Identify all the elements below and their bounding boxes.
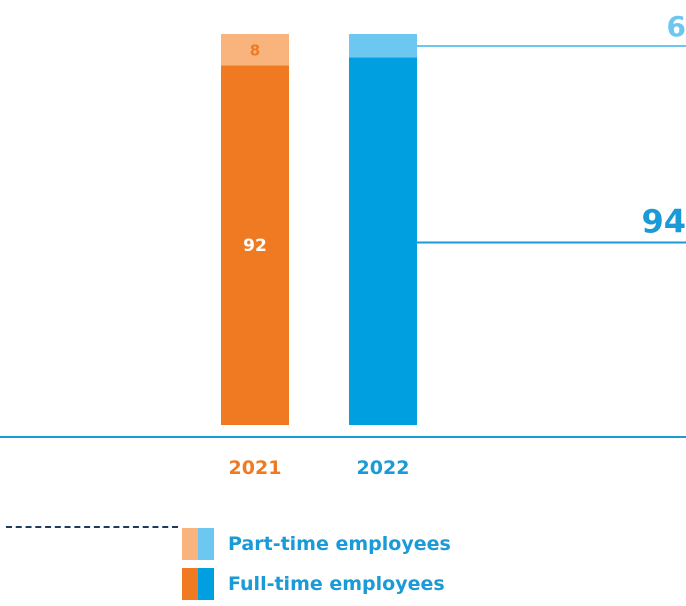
data-label-2021-full-time: 92 xyxy=(243,236,267,256)
data-label-2021-part-time: 8 xyxy=(250,42,260,60)
x-tick-label-2021: 2021 xyxy=(229,457,282,479)
data-label-2022-part-time: 6 xyxy=(667,10,686,43)
legend-swatch-full-time xyxy=(182,568,214,600)
legend-label-full-time: Full-time employees xyxy=(228,573,445,595)
legend-label-part-time: Part-time employees xyxy=(228,533,451,555)
legend-swatch-part-time xyxy=(182,528,214,560)
data-label-2022-full-time: 94 xyxy=(641,202,686,240)
bar-2022-part-time xyxy=(349,34,417,58)
bar-2021-full-time xyxy=(221,65,289,425)
legend-item-part-time: Part-time employees xyxy=(182,528,451,560)
legend-item-full-time: Full-time employees xyxy=(182,568,445,600)
x-tick-label-2022: 2022 xyxy=(357,457,410,479)
bar-2022-full-time xyxy=(349,57,417,426)
bar-2021-part-time xyxy=(221,34,289,66)
legend-leader-line xyxy=(6,526,178,528)
